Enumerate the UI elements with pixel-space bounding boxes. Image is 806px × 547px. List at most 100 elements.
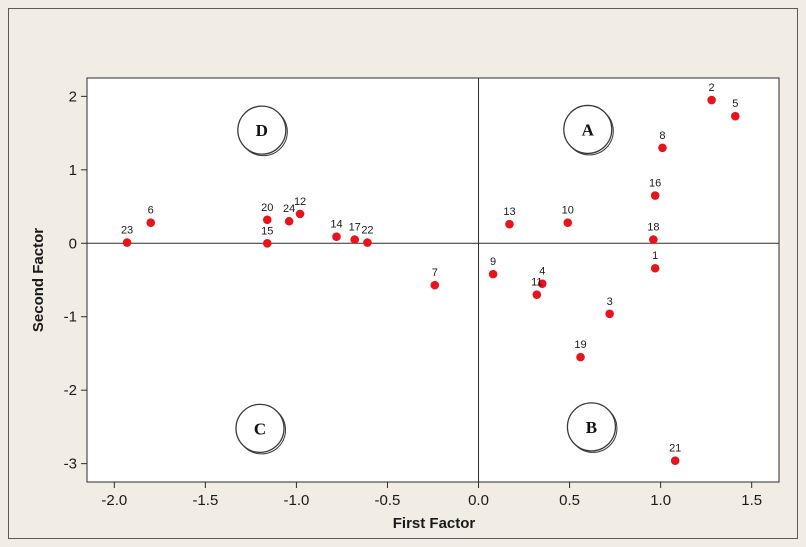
point-label: 19: [574, 339, 586, 351]
point-23: 23: [121, 225, 133, 247]
x-tick-label: -1.0: [283, 492, 309, 509]
point-marker: [363, 238, 372, 247]
point-20: 20: [261, 202, 273, 225]
quadrant-label-b: B: [566, 402, 618, 453]
quadrant-letter: D: [256, 121, 268, 140]
point-label: 22: [361, 225, 373, 237]
point-22: 22: [361, 225, 374, 247]
point-marker: [284, 216, 294, 226]
point-marker: [505, 219, 514, 229]
point-marker: [670, 456, 680, 465]
y-tick-label: -1: [64, 309, 77, 326]
point-marker: [730, 111, 740, 121]
point-label: 2: [709, 82, 715, 94]
point-15: 15: [261, 225, 273, 248]
point-19: 19: [574, 339, 587, 362]
point-label: 12: [294, 196, 306, 208]
point-1: 1: [650, 250, 660, 273]
point-label: 23: [121, 225, 133, 237]
point-label: 13: [503, 206, 515, 218]
point-marker: [537, 279, 547, 288]
point-marker: [122, 238, 132, 247]
x-tick-label: -2.0: [101, 492, 127, 509]
point-label: 24: [283, 203, 295, 215]
point-marker: [658, 143, 667, 153]
point-label: 14: [330, 219, 342, 231]
point-marker: [488, 269, 498, 279]
point-marker: [605, 309, 614, 319]
x-axis-ticks: -2.0 -1.5 -1.0 -0.5 0.0 0.5 1.0 1.5: [101, 482, 762, 509]
quadrant-letter: C: [254, 419, 266, 438]
point-6: 6: [146, 205, 156, 228]
point-label: 16: [649, 178, 661, 190]
quadrant-ring: [235, 403, 285, 454]
point-marker: [146, 218, 156, 228]
point-marker: [649, 235, 658, 244]
point-10: 10: [562, 205, 574, 228]
x-tick-label: 0.5: [559, 492, 580, 509]
quadrant-letter: A: [582, 120, 595, 139]
point-14: 14: [330, 219, 343, 241]
point-label: 6: [148, 205, 154, 217]
point-marker: [262, 238, 272, 248]
y-axis-title: Second Factor: [30, 228, 47, 332]
point-label: 4: [539, 266, 545, 278]
y-tick-label: 0: [69, 235, 77, 252]
point-24: 24: [283, 203, 295, 226]
x-tick-label: 0.0: [468, 492, 489, 509]
point-3: 3: [605, 296, 614, 319]
point-label: 11: [531, 277, 542, 289]
point-label: 10: [562, 205, 574, 217]
point-label: 15: [261, 225, 273, 237]
x-tick-label: 1.5: [741, 492, 762, 509]
quadrant-letter: B: [586, 418, 597, 437]
point-12: 12: [294, 196, 306, 219]
point-label: 1: [652, 250, 658, 262]
x-tick-label: -1.5: [192, 492, 218, 509]
point-label: 8: [659, 130, 665, 142]
point-marker: [332, 232, 341, 241]
y-tick-label: -2: [64, 382, 77, 399]
point-16: 16: [649, 178, 661, 200]
point-marker: [563, 218, 573, 228]
point-label: 17: [349, 222, 361, 234]
y-tick-label: -3: [64, 456, 77, 473]
point-label: 21: [669, 443, 681, 455]
quadrant-ring: [237, 105, 287, 155]
point-label: 9: [490, 256, 496, 268]
point-marker: [707, 95, 716, 105]
point-label: 18: [647, 222, 659, 234]
point-marker: [576, 352, 585, 362]
point-marker: [350, 235, 359, 244]
y-tick-label: 1: [69, 162, 77, 179]
quadrant-label-d: D: [237, 105, 288, 157]
plot-area: [86, 77, 780, 483]
point-5: 5: [730, 98, 740, 121]
point-marker: [262, 215, 272, 225]
point-9: 9: [488, 256, 498, 279]
x-tick-label: 1.0: [650, 492, 671, 509]
quadrant-ring: [563, 104, 613, 155]
scatter-chart: -2.0 -1.5 -1.0 -0.5 0.0 0.5 1.0 1.5 210-1-2-3 A…: [30, 77, 780, 532]
x-axis-title: First Factor: [393, 515, 476, 532]
point-marker: [295, 209, 305, 219]
point-label: 3: [607, 296, 613, 308]
point-marker: [650, 263, 660, 273]
point-marker: [532, 290, 542, 299]
chart-frame: -2.0 -1.5 -1.0 -0.5 0.0 0.5 1.0 1.5 2 1 0 -1 -2 -3 A…: [8, 8, 798, 539]
quadrant-label-c: C: [235, 403, 286, 455]
point-7: 7: [430, 267, 440, 290]
point-8: 8: [658, 130, 667, 153]
quadrant-ring: [566, 402, 617, 452]
point-marker: [430, 280, 440, 290]
point-4: 4: [537, 266, 547, 288]
quadrant-labels: A B C D: [235, 104, 618, 455]
point-21: 21: [669, 443, 681, 465]
x-tick-label: -0.5: [375, 492, 401, 509]
point-label: 20: [261, 202, 273, 214]
point-2: 2: [707, 82, 716, 105]
point-17: 17: [349, 222, 361, 244]
quadrant-label-a: A: [563, 104, 614, 156]
point-13: 13: [503, 206, 516, 229]
